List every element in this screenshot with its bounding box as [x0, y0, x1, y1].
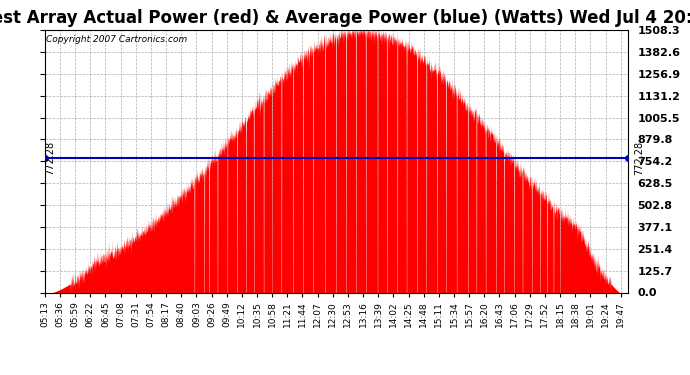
Text: 772.28: 772.28 — [46, 141, 55, 175]
Text: 772.28: 772.28 — [633, 141, 644, 175]
Text: Copyright 2007 Cartronics.com: Copyright 2007 Cartronics.com — [46, 35, 187, 44]
Text: West Array Actual Power (red) & Average Power (blue) (Watts) Wed Jul 4 20:22: West Array Actual Power (red) & Average … — [0, 9, 690, 27]
